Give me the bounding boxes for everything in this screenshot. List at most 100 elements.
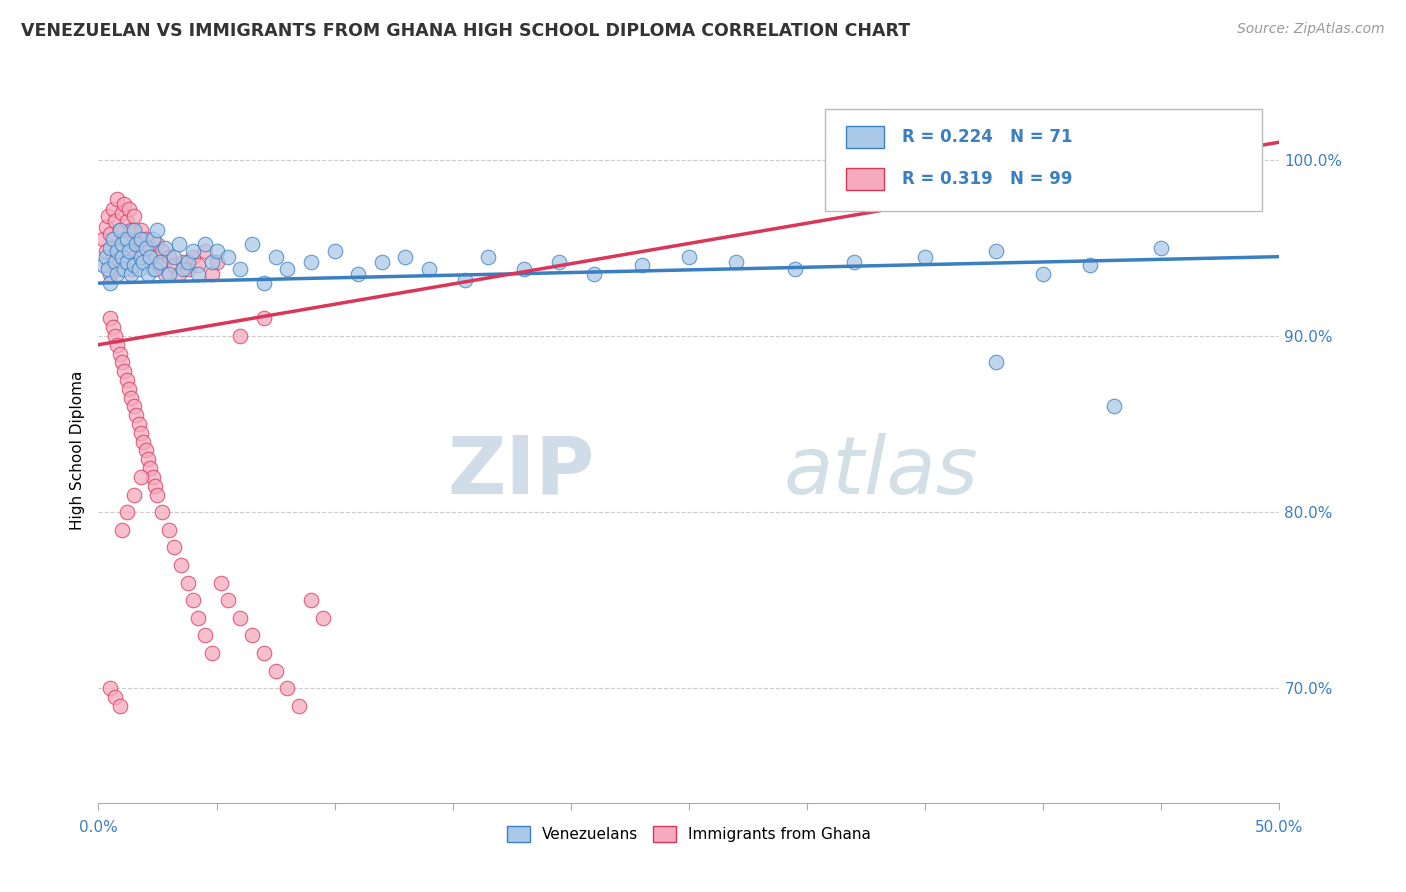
Point — [170, 558, 193, 572]
Point — [132, 434, 155, 449]
Point — [129, 470, 152, 484]
Text: ZIP: ZIP — [447, 433, 595, 510]
Point — [125, 237, 148, 252]
Point — [128, 232, 150, 246]
Point — [453, 272, 475, 286]
Point — [132, 255, 155, 269]
Point — [122, 223, 145, 237]
Point — [125, 237, 148, 252]
Point — [548, 255, 571, 269]
Point — [98, 276, 121, 290]
Bar — [846, 126, 884, 148]
Point — [108, 262, 131, 277]
Point — [105, 241, 128, 255]
Point — [97, 259, 120, 273]
Point — [153, 241, 176, 255]
Point — [115, 255, 138, 269]
Point — [240, 628, 263, 642]
Point — [142, 470, 165, 484]
Point — [129, 250, 152, 264]
Point — [163, 250, 186, 264]
Point — [1102, 400, 1125, 414]
Text: 0.0%: 0.0% — [79, 821, 118, 836]
Point — [678, 250, 700, 264]
Point — [98, 311, 121, 326]
Point — [112, 232, 135, 246]
Point — [105, 192, 128, 206]
Point — [94, 244, 117, 259]
Point — [240, 237, 263, 252]
Point — [153, 267, 176, 281]
Point — [129, 223, 152, 237]
Text: R = 0.224   N = 71: R = 0.224 N = 71 — [901, 128, 1071, 146]
Text: 50.0%: 50.0% — [1256, 821, 1303, 836]
Point — [98, 241, 121, 255]
Point — [201, 267, 224, 281]
Point — [157, 523, 180, 537]
Point — [288, 698, 311, 713]
Point — [121, 262, 143, 277]
Point — [217, 593, 239, 607]
Point — [984, 355, 1007, 369]
Point — [725, 255, 748, 269]
Point — [121, 223, 143, 237]
Point — [394, 250, 416, 264]
Point — [984, 244, 1007, 259]
Point — [149, 259, 172, 273]
Point — [122, 487, 145, 501]
Legend: Venezuelans, Immigrants from Ghana: Venezuelans, Immigrants from Ghana — [501, 820, 877, 848]
Point — [128, 262, 150, 277]
Point — [172, 255, 194, 269]
Point — [187, 259, 209, 273]
Point — [312, 611, 335, 625]
Point — [111, 523, 134, 537]
Point — [1032, 267, 1054, 281]
Point — [98, 681, 121, 696]
Point — [418, 262, 440, 277]
Point — [115, 232, 138, 246]
Point — [105, 337, 128, 351]
Point — [150, 505, 173, 519]
Point — [181, 244, 204, 259]
Point — [194, 628, 217, 642]
Point — [914, 250, 936, 264]
Point — [209, 575, 232, 590]
Point — [122, 209, 145, 223]
Point — [104, 690, 127, 705]
Point — [136, 267, 159, 281]
Point — [264, 250, 287, 264]
Point — [121, 267, 143, 281]
Point — [108, 223, 131, 237]
Point — [104, 255, 127, 269]
Point — [101, 202, 124, 216]
Point — [104, 329, 127, 343]
Point — [187, 267, 209, 281]
Point — [187, 611, 209, 625]
Point — [118, 241, 141, 255]
Point — [115, 255, 138, 269]
Point — [98, 267, 121, 281]
Point — [115, 505, 138, 519]
Point — [118, 202, 141, 216]
Text: Source: ZipAtlas.com: Source: ZipAtlas.com — [1237, 22, 1385, 37]
Point — [97, 262, 120, 277]
Point — [583, 267, 606, 281]
Point — [111, 205, 134, 219]
Point — [347, 267, 370, 281]
Point — [129, 425, 152, 440]
Point — [181, 593, 204, 607]
Point — [111, 355, 134, 369]
Point — [139, 241, 162, 255]
Point — [844, 255, 866, 269]
Point — [105, 267, 128, 281]
Point — [229, 329, 252, 343]
Point — [299, 593, 322, 607]
Point — [128, 417, 150, 431]
Point — [276, 681, 298, 696]
Point — [122, 400, 145, 414]
Point — [217, 250, 239, 264]
Point — [129, 232, 152, 246]
Point — [253, 646, 276, 660]
Point — [253, 311, 276, 326]
Point — [139, 461, 162, 475]
